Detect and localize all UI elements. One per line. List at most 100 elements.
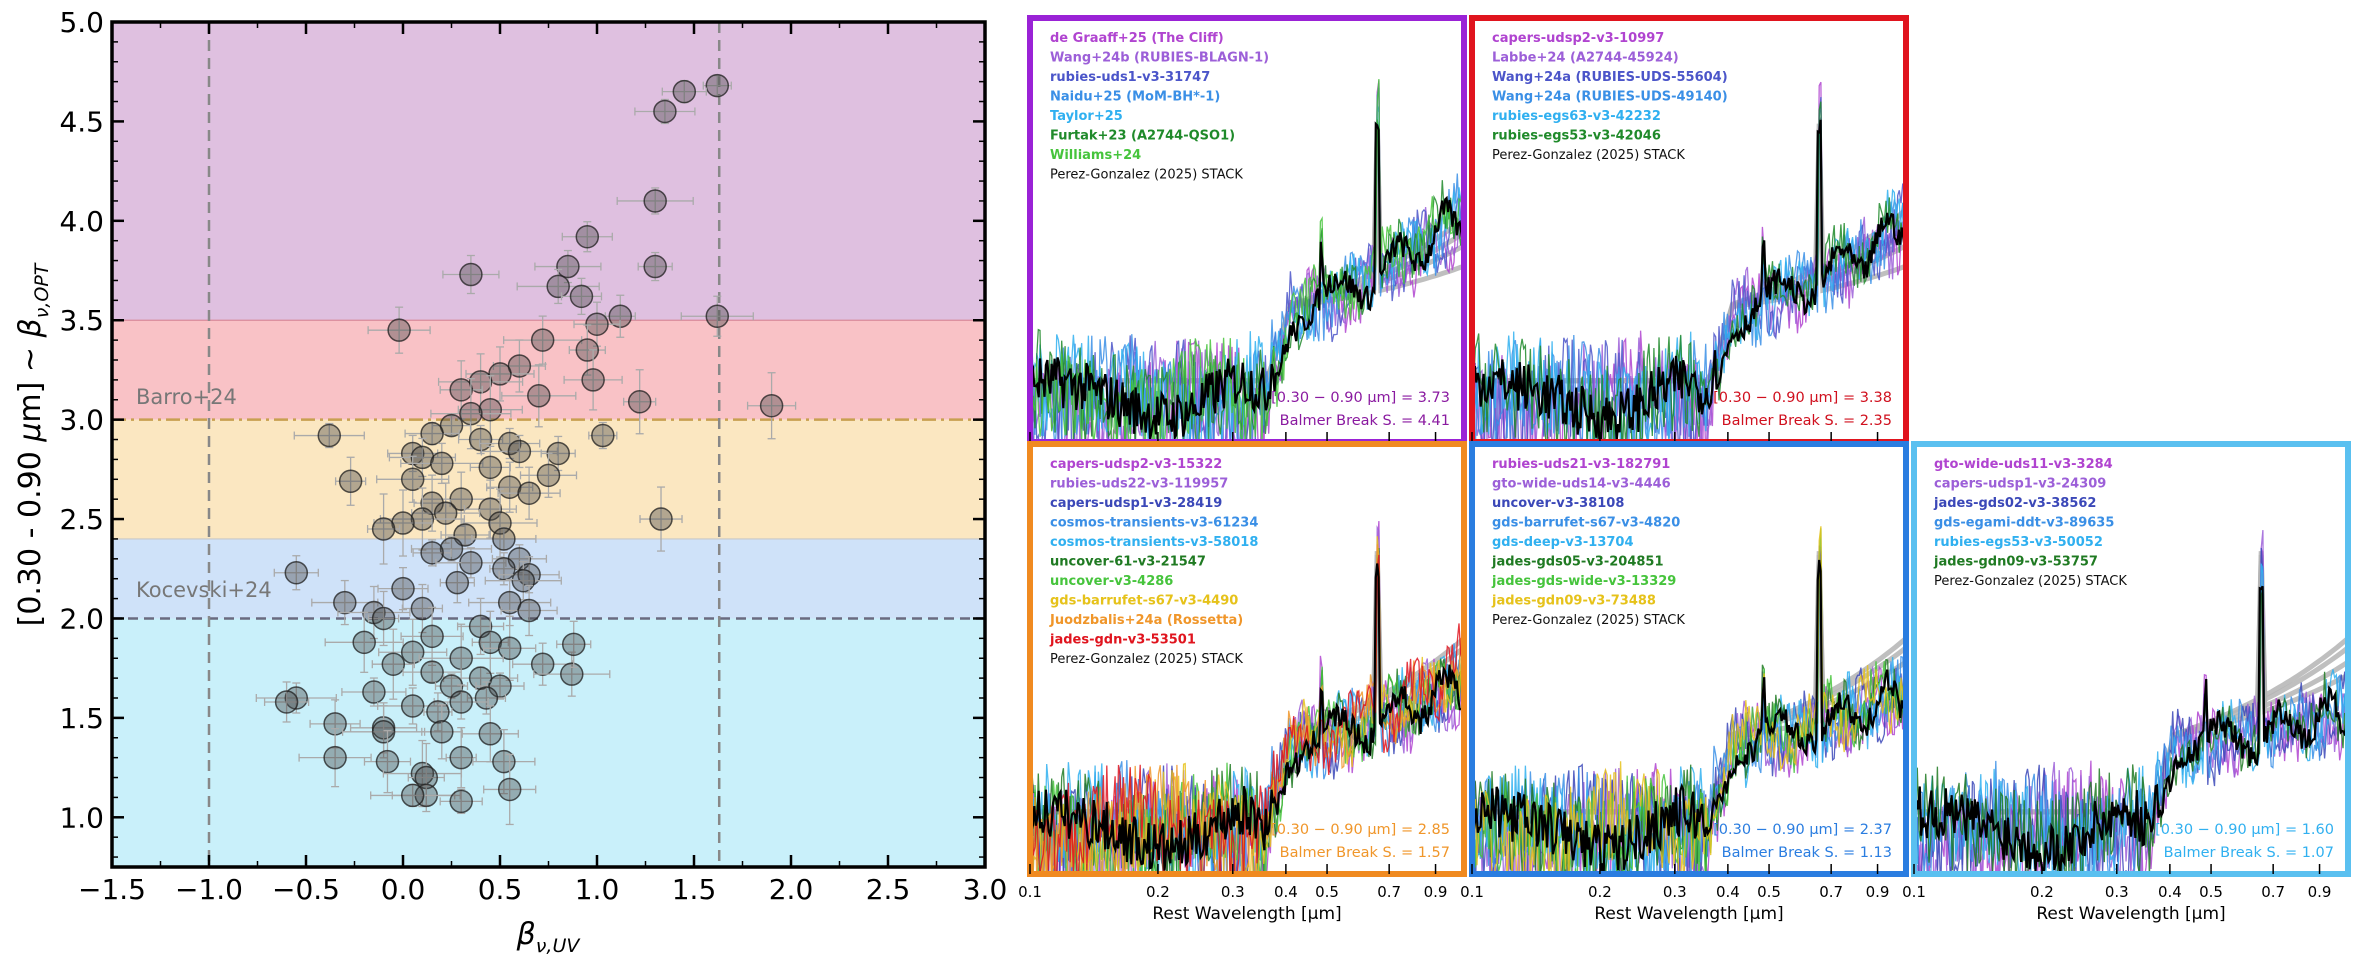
y-tick-label: 1.5	[59, 702, 104, 735]
legend-entry: cosmos-transients-v3-58018	[1050, 535, 1258, 550]
data-point	[418, 623, 504, 693]
ratio-value: [0.30 − 0.90 μm] = 2.37	[1713, 822, 1892, 838]
data-point	[637, 251, 673, 282]
legend-entry: uncover-61-v3-21547	[1050, 555, 1206, 570]
legend-entry: de Graaff+25 (The Cliff)	[1050, 31, 1224, 46]
legend-entry: capers-udsp2-v3-15322	[1050, 457, 1222, 472]
data-point	[402, 660, 462, 684]
x-tick-label: 1.5	[672, 873, 717, 906]
stack-spectrum-line	[1472, 559, 1906, 874]
y-tick-label: 3.0	[59, 404, 104, 437]
data-point	[471, 527, 537, 551]
data-point	[639, 486, 683, 552]
x-tick-label: −1.0	[175, 873, 243, 906]
legend-entry: Furtak+23 (A2744-QSO1)	[1050, 129, 1235, 144]
balmer-break-value: Balmer Break S. = 2.35	[1722, 413, 1892, 429]
legend-entry: Perez-Gonzalez (2025) STACK	[1934, 574, 2127, 589]
data-point	[480, 434, 559, 469]
data-point	[371, 628, 415, 700]
legend-entry: capers-udsp1-v3-28419	[1050, 496, 1222, 511]
individual-spectrum-line	[1472, 124, 1906, 442]
band-1	[112, 320, 985, 420]
legend-entry: capers-udsp1-v3-24309	[1934, 477, 2106, 492]
data-point	[442, 254, 500, 295]
data-point	[311, 579, 379, 626]
legend-entry: Wang+24a (RUBIES-UDS-55604)	[1492, 70, 1728, 85]
x-tick-label: −0.5	[272, 873, 340, 906]
y-tick-label: 4.0	[59, 205, 104, 238]
legend-entry: Perez-Gonzalez (2025) STACK	[1492, 148, 1685, 163]
individual-spectrum-line	[1472, 545, 1906, 874]
individual-spectrum-line	[1472, 526, 1906, 874]
data-point	[479, 427, 541, 460]
legend-entry: rubies-uds22-v3-119957	[1050, 477, 1228, 492]
x-tick-label: 0.9	[1866, 883, 1890, 901]
legend-entry: Taylor+25	[1050, 109, 1123, 124]
x-tick-label: 0.1	[1018, 883, 1042, 901]
x-tick-label: 0.9	[2308, 883, 2332, 901]
spectrum-panel-4: rubies-uds21-v3-182791 gto-wide-uds14-v3-…	[1460, 441, 1909, 924]
x-tick-label: 0.1	[1460, 883, 1484, 901]
data-point	[401, 583, 444, 634]
data-point	[604, 294, 636, 338]
data-point	[463, 479, 517, 539]
data-point	[400, 606, 464, 667]
data-point	[445, 726, 477, 789]
legend-entry: jades-gds02-v3-38562	[1933, 496, 2096, 511]
x-tick-label: 0.1	[1902, 883, 1926, 901]
x-tick-label: 1.0	[575, 873, 620, 906]
legend-entry: capers-udsp2-v3-10997	[1492, 31, 1664, 46]
data-point	[540, 435, 576, 472]
data-point	[680, 295, 754, 337]
legend-entry: Williams+24	[1050, 148, 1141, 163]
x-ticks: −1.5 −1.0 −0.5 0.0 0.5 1.0 1.5 2.0 2.5 3.0	[78, 22, 1007, 906]
data-point	[457, 375, 523, 445]
legend-entry: gds-barrufet-s67-v3-4490	[1050, 594, 1238, 609]
data-point	[400, 442, 484, 485]
data-point	[324, 611, 404, 673]
legend-entry: jades-gds05-v3-204851	[1491, 555, 1664, 570]
spectrum-panel-2: capers-udsp2-v3-10997 Labbe+24 (A2744-459…	[1469, 15, 1909, 445]
legend-entry: gds-egami-ddt-v3-89635	[1934, 516, 2114, 531]
spectrum-panel-3: capers-udsp2-v3-15322 rubies-uds22-v3-119…	[1018, 441, 1467, 924]
legend-entry: Naidu+25 (MoM-BH*-1)	[1050, 90, 1220, 105]
band-0	[112, 22, 985, 321]
data-point	[457, 424, 504, 455]
balmer-break-value: Balmer Break S. = 1.57	[1280, 845, 1450, 861]
data-point	[500, 584, 558, 637]
legend-entry: uncover-v3-38108	[1492, 496, 1624, 511]
data-point	[483, 753, 537, 826]
data-point	[263, 681, 310, 723]
individual-spectrum-line	[1030, 548, 1464, 874]
x-tick-label: 0.7	[2261, 883, 2285, 901]
legend-entry: Perez-Gonzalez (2025) STACK	[1050, 168, 1243, 183]
data-point	[363, 729, 412, 794]
x-tick-label: 0.0	[381, 873, 426, 906]
data-point	[512, 642, 574, 686]
x-tick-label: 0.7	[1819, 883, 1843, 901]
data-point	[497, 466, 561, 520]
legend-entry: rubies-egs53-v3-42046	[1492, 129, 1661, 144]
y-tick-label: 5.0	[59, 6, 104, 39]
data-point	[492, 339, 547, 393]
data-point	[573, 301, 621, 347]
balmer-break-value: Balmer Break S. = 4.41	[1280, 413, 1450, 429]
legend-entry: Labbe+24 (A2744-45924)	[1492, 51, 1679, 66]
data-point	[563, 349, 623, 411]
stack-spectrum-line	[1030, 563, 1464, 871]
spectra-lines	[1914, 530, 2348, 874]
x-tick-label: 0.3	[1663, 883, 1687, 901]
x-tick-label: 2.0	[769, 873, 814, 906]
x-tick-label: 0.5	[2199, 883, 2223, 901]
scatter-points	[255, 73, 797, 826]
legend-entry: uncover-v3-4286	[1050, 574, 1173, 589]
data-point	[377, 687, 449, 725]
legend-entry: jades-gdn09-v3-73488	[1491, 594, 1656, 609]
legend-entry: gto-wide-uds11-v3-3284	[1934, 457, 2113, 472]
data-point	[702, 73, 732, 98]
data-point	[556, 620, 592, 668]
x-tick-label: 0.5	[1315, 883, 1339, 901]
data-point	[533, 651, 611, 697]
spectra-panels: de Graaff+25 (The Cliff) Wang+24b (RUBIES…	[1018, 15, 2351, 924]
data-point	[298, 727, 372, 788]
